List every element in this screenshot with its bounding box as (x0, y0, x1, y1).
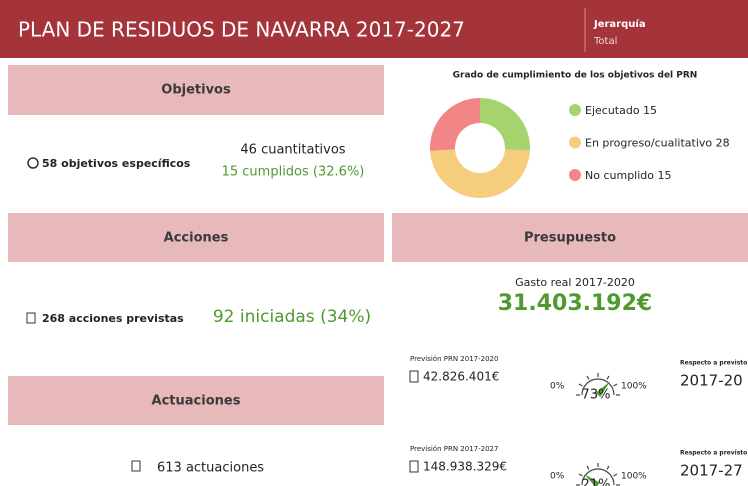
legend-label: En progreso/cualitativo 28 (585, 137, 730, 150)
kpi-highlight: 92 iniciadas (34%) (213, 307, 371, 327)
gauge-min: 0% (550, 382, 565, 392)
icon (131, 460, 141, 472)
gauge-tick (606, 465, 610, 470)
kpi-highlight: 15 cumplidos (32.6%) (222, 165, 365, 180)
page-title: PLAN DE RESIDUOS DE NAVARRA 2017-2027 (18, 18, 465, 42)
header-bar (0, 0, 748, 58)
filter-label[interactable]: Jerarquía (593, 18, 646, 30)
gauge-value: 21% (582, 478, 611, 486)
kpi-value: 42.826.401€ (423, 370, 499, 384)
gauge-max: 100% (621, 472, 647, 482)
gauge-arc (581, 378, 615, 396)
donut-slice (430, 98, 480, 151)
kpi-label: Gasto real 2017-2020 (515, 276, 635, 289)
gauge-needle (583, 473, 600, 486)
gauge-tick (613, 473, 618, 477)
gauge-needle (595, 381, 610, 397)
gauge-tick (578, 473, 583, 477)
section-header (8, 376, 384, 425)
kpi-label: Respecto a previsto (680, 450, 747, 457)
kpi-text: 613 actuaciones (157, 461, 264, 476)
kpi-label: Previsión PRN 2017-2020 (410, 355, 498, 363)
section-title: Objetivos (161, 83, 231, 98)
gauge-min: 0% (550, 472, 565, 482)
icon (409, 460, 419, 473)
legend-label: No cumplido 15 (585, 169, 672, 182)
kpi-value: 2017-27 (680, 462, 743, 480)
kpi-value: 148.938.329€ (423, 460, 507, 474)
kpi-text: 58 objetivos específicos (42, 157, 191, 170)
gauge-tick (586, 465, 590, 470)
gauge-tick (578, 383, 583, 387)
gauge-tick (613, 383, 618, 387)
gauge-max: 100% (621, 382, 647, 392)
section-title: Presupuesto (524, 231, 616, 246)
donut-slice (430, 149, 530, 199)
legend-swatch (569, 169, 581, 181)
icon (27, 157, 39, 169)
section-header (8, 213, 384, 262)
kpi-value: 2017-20 (680, 372, 743, 390)
donut-slice (480, 98, 531, 151)
kpi-text: 268 acciones previstas (42, 312, 184, 325)
kpi-label: Respecto a previsto (680, 360, 747, 367)
kpi-label: Previsión PRN 2017-2027 (410, 445, 498, 453)
kpi-text: 46 cuantitativos (240, 143, 345, 158)
section-title: Acciones (164, 231, 229, 246)
gauge-tick (586, 375, 590, 380)
icon (26, 312, 36, 324)
section-header (8, 65, 384, 115)
kpi-highlight: 31.403.192€ (498, 291, 652, 316)
section-title: Actuaciones (152, 394, 241, 409)
icon (409, 370, 419, 383)
filter-value[interactable]: Total (593, 36, 617, 47)
gauge-tick (606, 375, 610, 380)
gauge-arc (581, 468, 615, 486)
section-header (392, 213, 748, 262)
chart-title: Grado de cumplimiento de los objetivos d… (453, 71, 698, 81)
legend-swatch (569, 104, 581, 116)
legend-label: Ejecutado 15 (585, 104, 657, 117)
gauge-value: 73% (582, 388, 611, 403)
legend-swatch (569, 136, 581, 149)
